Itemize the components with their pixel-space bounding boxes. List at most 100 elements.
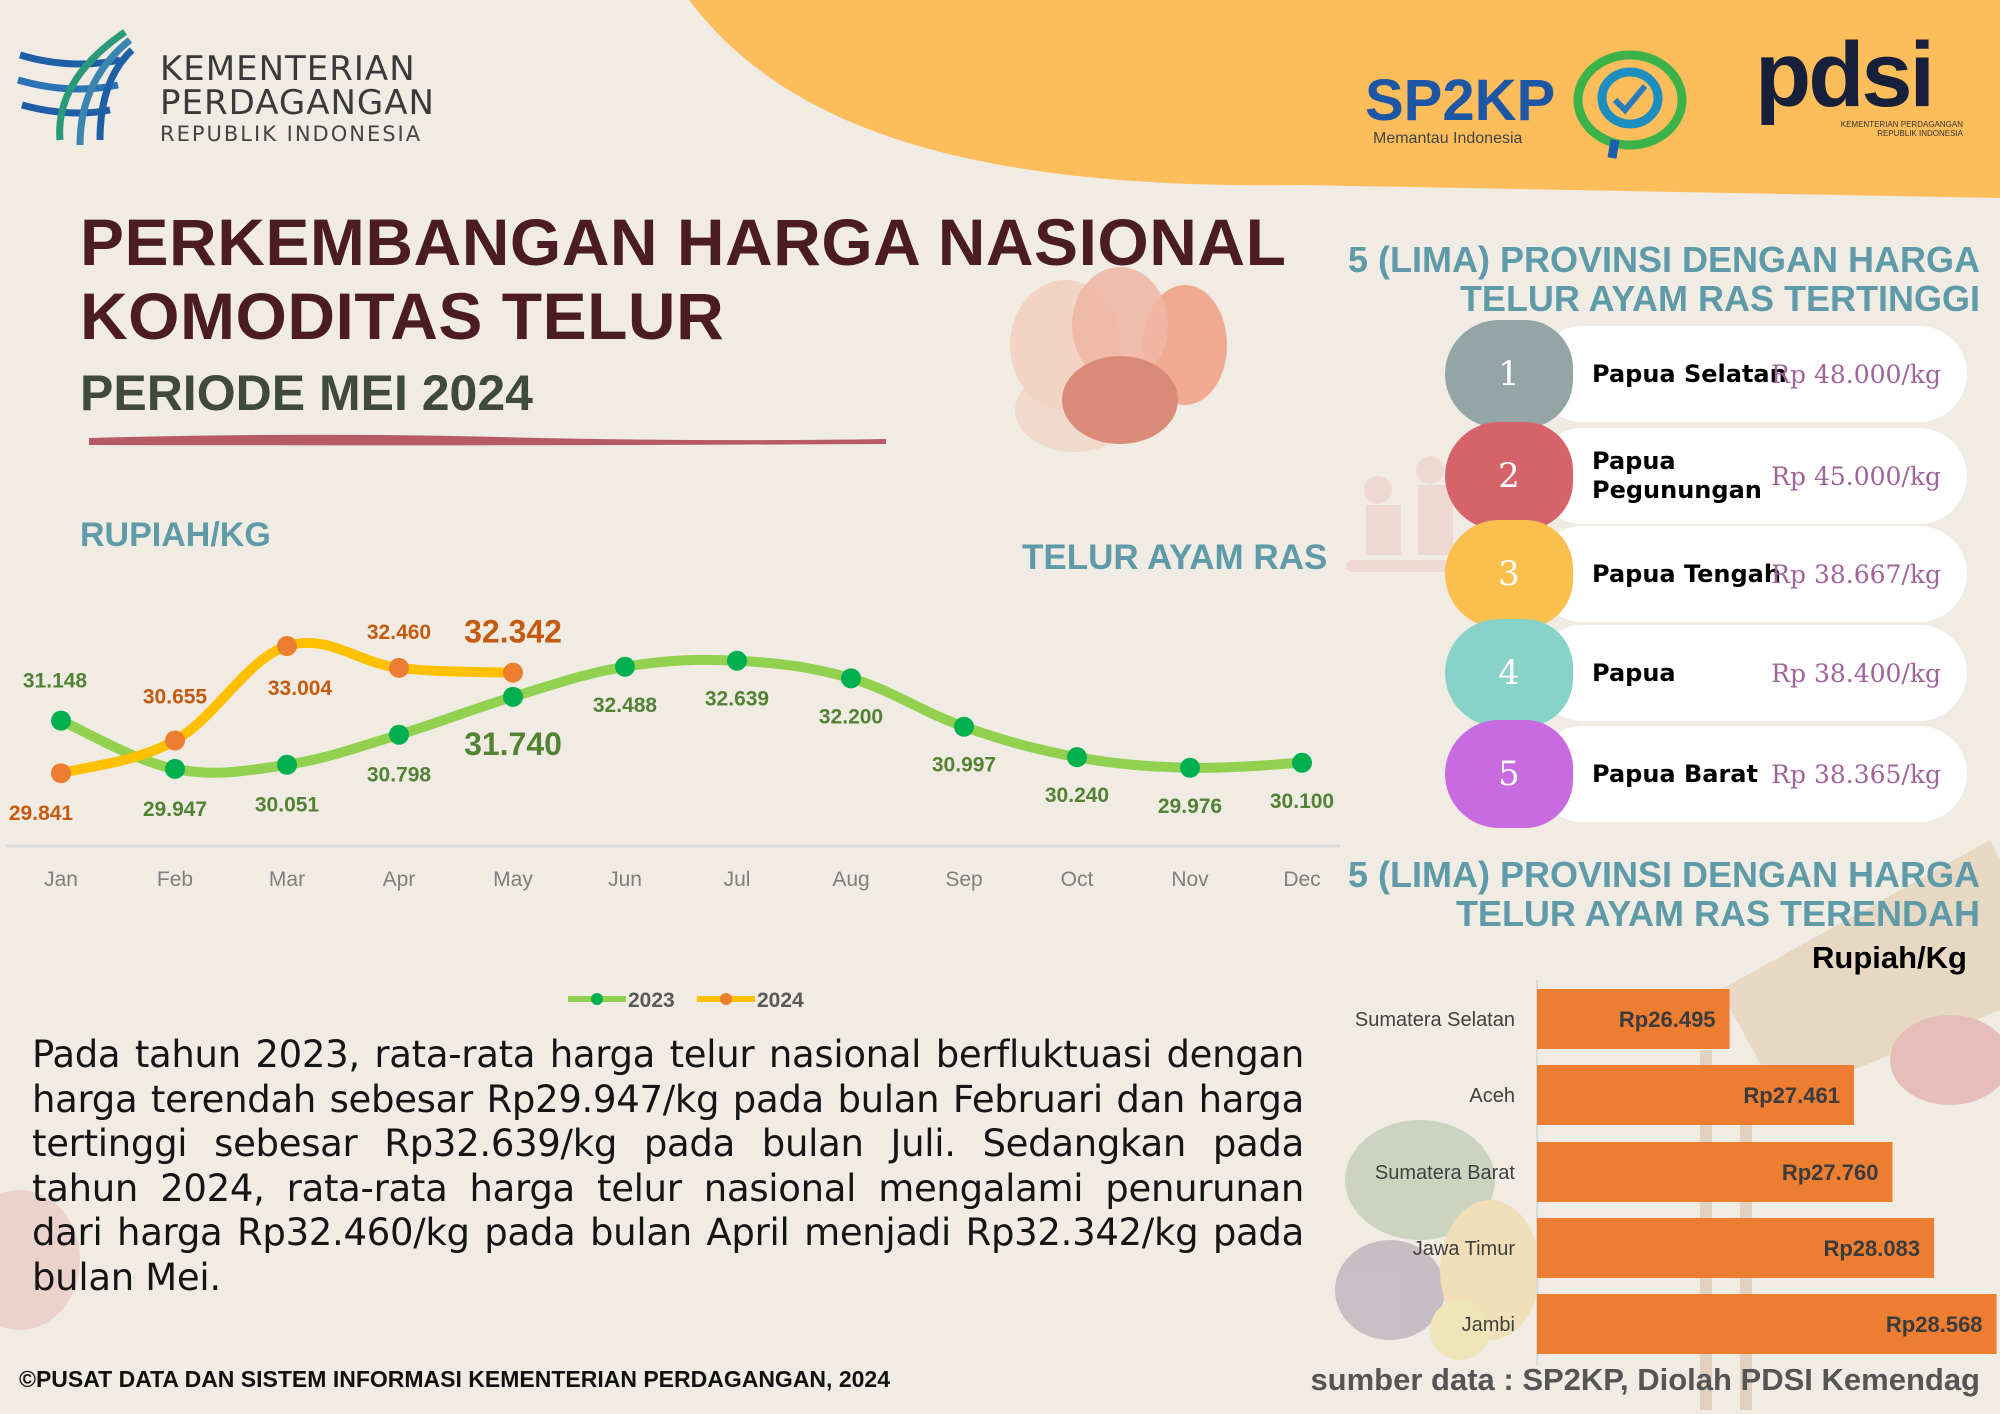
market-illustration: [0, 840, 2000, 1410]
pdsi-logo-name: pdsi: [1755, 24, 1935, 126]
data-point-2023: [615, 656, 635, 677]
x-tick-label: Dec: [1283, 868, 1320, 891]
data-label-2024: 32.342: [464, 614, 562, 650]
data-label-2024: 33.004: [268, 677, 333, 700]
x-tick-label: Feb: [157, 868, 193, 891]
data-label-2023: 32.200: [819, 705, 883, 728]
sp2kp-logo-name: SP2KP: [1365, 68, 1556, 133]
pdsi-logo-tagline: KEMENTERIAN PERDAGANGAN REPUBLIK INDONES…: [1840, 120, 1963, 138]
pdsi-logo: pdsi KEMENTERIAN PERDAGANGAN REPUBLIK IN…: [1755, 24, 1963, 138]
data-point-2023: [1292, 752, 1312, 773]
series-line-2024: [56, 637, 518, 779]
bar-value-label: Rp28.083: [1823, 1236, 1920, 1261]
top5-title: 5 (LIMA) PROVINSI DENGAN HARGA TELUR AYA…: [1280, 240, 1980, 318]
bar: [1537, 1065, 1854, 1125]
rank-badge: 4: [1445, 619, 1573, 727]
bar-value-label: Rp26.495: [1619, 1007, 1716, 1032]
bar-chart-unit: Rupiah/Kg: [1812, 940, 1967, 975]
bar-value-label: Rp27.461: [1743, 1083, 1840, 1108]
top5-item-pill: [1535, 526, 1967, 622]
data-label-2023: 32.488: [593, 694, 658, 717]
bar-chart: Rp26.495 Sumatera Selatan Rp27.461 Aceh Rp27…: [1355, 980, 1997, 1365]
top5-item: 2 Papua Pegunungan Rp 45.000/kg: [1445, 422, 1967, 530]
legend-marker-2024: [720, 993, 732, 1005]
ministry-logo-text: KEMENTERIAN PERDAGANGAN REPUBLIK INDONES…: [160, 52, 435, 145]
data-label-2023: 31.740: [464, 726, 562, 762]
period-subtitle: PERIODE MEI 2024: [80, 365, 533, 421]
data-label-2023: 29.947: [143, 798, 207, 821]
data-label-2024: 30.655: [143, 685, 208, 708]
top5-item: 3 Papua Tengah Rp 38.667/kg: [1445, 520, 1967, 628]
data-label-2024: 29.841: [9, 802, 74, 825]
province-price: Rp 45.000/kg: [1771, 461, 1941, 491]
data-label-2023: 31.148: [23, 670, 88, 693]
x-tick-label: Jan: [44, 868, 78, 891]
data-point-2023: [1180, 757, 1200, 778]
top5-item-pill: [1535, 625, 1967, 721]
x-tick-label: Nov: [1171, 868, 1209, 891]
legend-marker-2023: [591, 993, 603, 1005]
line-chart: Jan Feb Mar Apr May Jun Jul Aug Sep Oct Nov Dec 31.1…: [6, 614, 1340, 1012]
sp2kp-logo-icon: [1573, 50, 1687, 159]
top5-title-line2: TELUR AYAM RAS TERTINGGI: [1459, 278, 1980, 319]
data-label-2024: 32.460: [367, 621, 431, 644]
data-point-2023: [51, 710, 71, 731]
data-point-2024: [503, 662, 523, 683]
bar: [1537, 1294, 1997, 1354]
province-name: Papua Pegunungan: [1592, 447, 1762, 504]
x-tick-label: Jun: [608, 868, 642, 891]
data-label-2023: 29.976: [1158, 795, 1222, 818]
top5-item: 4 Papua Rp 38.400/kg: [1445, 619, 1967, 727]
province-price: Rp 38.400/kg: [1771, 658, 1941, 688]
x-tick-label: Apr: [383, 868, 416, 891]
data-point-2024: [51, 763, 71, 784]
bar: [1537, 989, 1730, 1049]
x-tick-label: Aug: [832, 868, 869, 891]
x-tick-label: Jul: [724, 868, 751, 891]
bar-category-label: Sumatera Barat: [1375, 1162, 1516, 1184]
data-source: sumber data : SP2KP, Diolah PDSI Kemenda…: [1310, 1362, 1980, 1397]
top5-item-pill: [1535, 326, 1967, 422]
bar-value-label: Rp27.760: [1782, 1160, 1879, 1185]
bar: [1537, 1142, 1893, 1202]
data-point-2024: [389, 657, 409, 678]
header-orange-wave: [689, 0, 2000, 198]
data-point-2023: [1067, 747, 1087, 768]
copyright-footer: ©PUSAT DATA DAN SISTEM INFORMASI KEMENTE…: [19, 1366, 890, 1392]
province-name: Papua Barat: [1592, 759, 1758, 788]
page-title: PERKEMBANGAN HARGA NASIONAL KOMODITAS TE…: [80, 205, 1286, 353]
province-name: Papua Tengah: [1592, 559, 1781, 588]
bottom5-title-line2: TELUR AYAM RAS TERENDAH: [1455, 893, 1980, 934]
bar-category-label: Aceh: [1469, 1085, 1515, 1107]
bottom5-title-line1: 5 (LIMA) PROVINSI DENGAN HARGA: [1347, 854, 1980, 895]
legend-label-2024: 2024: [757, 989, 804, 1012]
ministry-name-line3: REPUBLIK INDONESIA: [160, 122, 423, 146]
sp2kp-logo-tagline: Memantau Indonesia: [1373, 130, 1523, 147]
data-point-2023: [165, 758, 185, 779]
top5-item: 5 Papua Barat Rp 38.365/kg: [1445, 720, 1967, 828]
chart-unit-label: RUPIAH/KG: [80, 516, 271, 554]
data-point-2024: [165, 730, 185, 751]
top5-item-pill: [1535, 428, 1967, 524]
top5-item-pill: [1535, 726, 1967, 822]
top5-title-line1: 5 (LIMA) PROVINSI DENGAN HARGA: [1347, 239, 1980, 280]
rank-badge: 1: [1445, 320, 1573, 428]
data-point-2024: [277, 636, 297, 657]
bar-category-label: Jambi: [1462, 1314, 1515, 1336]
x-tick-label: Oct: [1061, 868, 1094, 891]
bar-value-label: Rp28.568: [1886, 1312, 1983, 1337]
x-tick-label: Sep: [945, 868, 982, 891]
province-price: Rp 38.365/kg: [1771, 759, 1941, 789]
data-label-2023: 30.997: [932, 754, 996, 777]
data-label-2023: 30.100: [1270, 790, 1334, 813]
title-line1: PERKEMBANGAN HARGA NASIONAL: [80, 205, 1287, 279]
data-point-2023: [841, 668, 861, 689]
ministry-logo-icon: [17, 29, 135, 146]
ministry-name-line2: PERDAGANGAN: [160, 83, 435, 123]
province-price: Rp 48.000/kg: [1771, 359, 1941, 389]
eggs-illustration: [1010, 267, 1227, 452]
data-point-2023: [277, 754, 297, 775]
province-name: Papua: [1592, 658, 1676, 687]
